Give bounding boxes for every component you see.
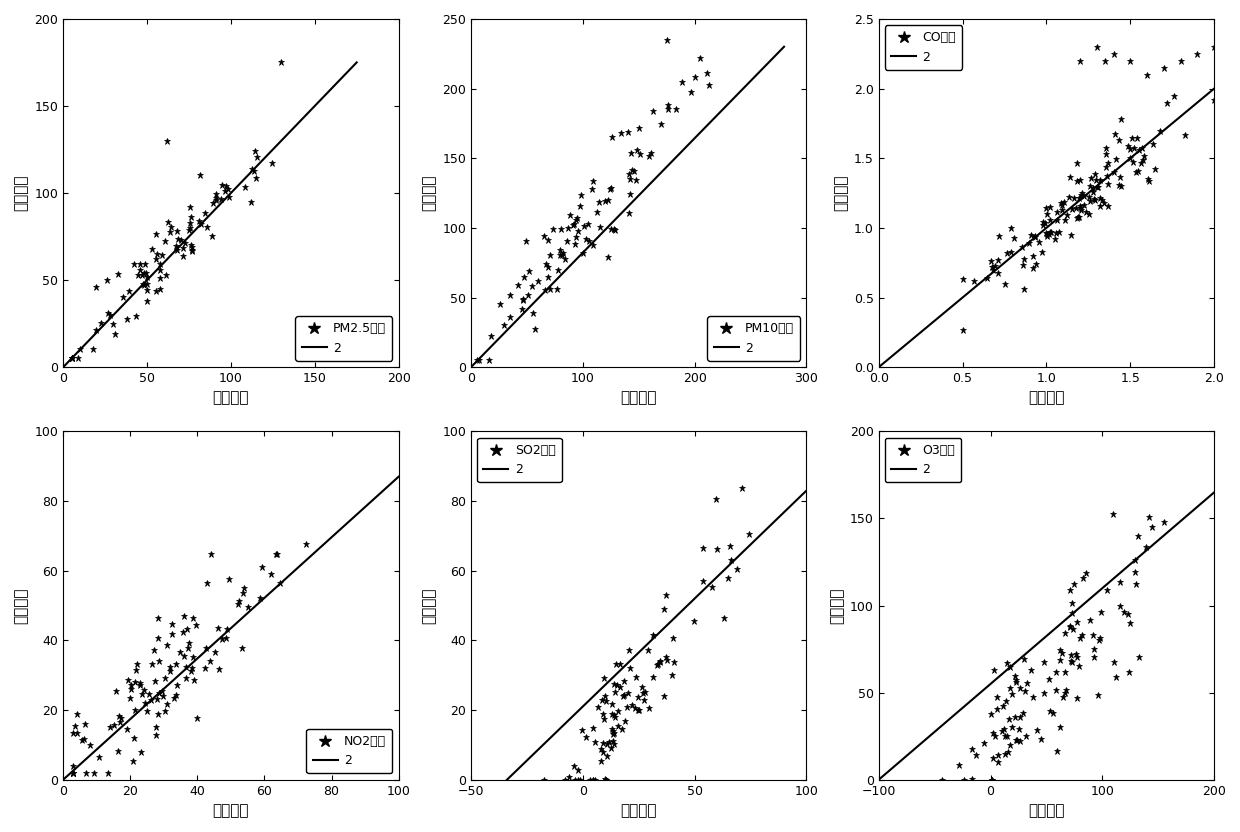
X-axis label: 预测数据: 预测数据	[212, 390, 249, 405]
Y-axis label: 观测数据: 观测数据	[833, 175, 848, 211]
Legend: CO国控, 2: CO国控, 2	[885, 25, 962, 70]
Y-axis label: 观测数据: 观测数据	[14, 175, 29, 211]
Y-axis label: 观测数据: 观测数据	[830, 587, 844, 624]
Legend: NO2国控, 2: NO2国控, 2	[306, 729, 392, 774]
Y-axis label: 观测数据: 观测数据	[422, 175, 436, 211]
Y-axis label: 观测数据: 观测数据	[422, 587, 436, 624]
X-axis label: 预测数据: 预测数据	[212, 803, 249, 818]
X-axis label: 预测数据: 预测数据	[1028, 803, 1065, 818]
X-axis label: 预测数据: 预测数据	[620, 390, 657, 405]
Legend: SO2国控, 2: SO2国控, 2	[477, 438, 562, 483]
Legend: PM2.5国控, 2: PM2.5国控, 2	[295, 316, 392, 361]
X-axis label: 预测数据: 预测数据	[620, 803, 657, 818]
Legend: PM10国控, 2: PM10国控, 2	[707, 316, 800, 361]
Y-axis label: 观测数据: 观测数据	[14, 587, 29, 624]
Legend: O3国控, 2: O3国控, 2	[885, 438, 961, 483]
X-axis label: 预测数据: 预测数据	[1028, 390, 1065, 405]
